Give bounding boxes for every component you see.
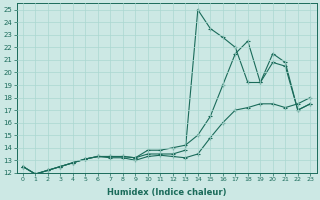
X-axis label: Humidex (Indice chaleur): Humidex (Indice chaleur) bbox=[107, 188, 226, 197]
